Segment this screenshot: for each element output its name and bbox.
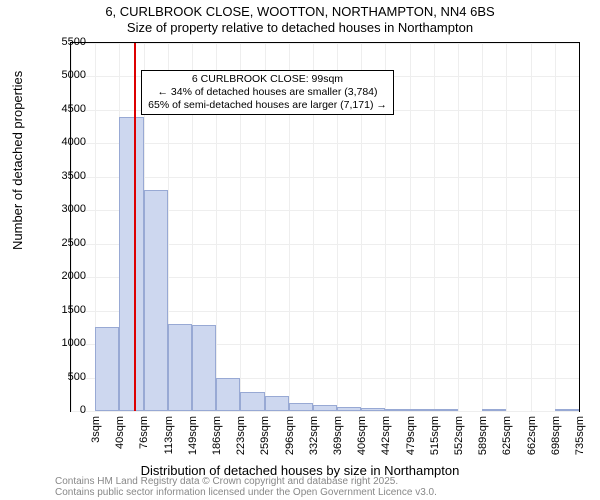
histogram-bar [240, 392, 264, 411]
histogram-bar [95, 327, 119, 411]
histogram-bar [434, 409, 458, 411]
property-size-chart: 6, CURLBROOK CLOSE, WOOTTON, NORTHAMPTON… [0, 0, 600, 500]
footer-line2: Contains public sector information licen… [55, 487, 437, 498]
annotation-line: 6 CURLBROOK CLOSE: 99sqm [148, 73, 387, 86]
histogram-bar [482, 409, 506, 411]
y-tick-label: 1500 [46, 304, 86, 316]
reference-line [134, 43, 136, 411]
footer-line1: Contains HM Land Registry data © Crown c… [55, 476, 398, 487]
y-tick-label: 2500 [46, 237, 86, 249]
x-tick-label: 442sqm [380, 416, 392, 456]
gridline-v [410, 43, 411, 411]
gridline-h [71, 43, 579, 44]
histogram-bar [313, 405, 337, 411]
x-tick-label: 149sqm [187, 416, 199, 456]
histogram-bar [410, 409, 434, 411]
chart-title-line1: 6, CURLBROOK CLOSE, WOOTTON, NORTHAMPTON… [0, 4, 600, 19]
x-tick-label: 735sqm [574, 416, 586, 456]
y-tick-label: 3000 [46, 203, 86, 215]
histogram-bar [216, 378, 240, 411]
histogram-bar [192, 325, 216, 411]
footer-attribution: Contains HM Land Registry data © Crown c… [55, 476, 437, 498]
gridline-h [71, 177, 579, 178]
histogram-bar [385, 409, 409, 411]
x-tick-label: 332sqm [308, 416, 320, 456]
y-tick-label: 1000 [46, 337, 86, 349]
histogram-bar [289, 403, 313, 411]
gridline-h [71, 411, 579, 412]
y-tick-label: 3500 [46, 170, 86, 182]
y-tick-label: 5500 [46, 36, 86, 48]
x-tick-label: 625sqm [501, 416, 513, 456]
y-tick-label: 4000 [46, 136, 86, 148]
x-tick-label: 662sqm [526, 416, 538, 456]
x-tick-label: 223sqm [235, 416, 247, 456]
x-tick-label: 259sqm [259, 416, 271, 456]
x-tick-label: 186sqm [211, 416, 223, 456]
gridline-h [71, 143, 579, 144]
histogram-bar [144, 190, 168, 411]
gridline-v [482, 43, 483, 411]
y-tick-label: 500 [46, 371, 86, 383]
x-tick-label: 589sqm [477, 416, 489, 456]
x-tick-label: 698sqm [550, 416, 562, 456]
gridline-v [531, 43, 532, 411]
annotation-line: 65% of semi-detached houses are larger (… [148, 99, 387, 112]
x-tick-label: 3sqm [90, 416, 102, 456]
y-tick-label: 4500 [46, 103, 86, 115]
gridline-v [506, 43, 507, 411]
histogram-bar [119, 117, 143, 411]
histogram-bar [265, 396, 289, 411]
histogram-bar [168, 324, 192, 411]
gridline-v [434, 43, 435, 411]
histogram-bar [555, 409, 579, 411]
plot-area: 6 CURLBROOK CLOSE: 99sqm← 34% of detache… [70, 42, 580, 412]
histogram-bar [361, 408, 385, 411]
x-tick-label: 76sqm [138, 416, 150, 456]
x-tick-label: 479sqm [405, 416, 417, 456]
histogram-bar [337, 407, 361, 411]
gridline-v [555, 43, 556, 411]
y-tick-label: 2000 [46, 270, 86, 282]
x-tick-label: 552sqm [453, 416, 465, 456]
gridline-v [458, 43, 459, 411]
x-tick-label: 296sqm [284, 416, 296, 456]
annotation-box: 6 CURLBROOK CLOSE: 99sqm← 34% of detache… [141, 70, 394, 115]
x-tick-label: 40sqm [114, 416, 126, 456]
x-tick-label: 113sqm [163, 416, 175, 456]
chart-title-line2: Size of property relative to detached ho… [0, 20, 600, 35]
y-tick-label: 0 [46, 404, 86, 416]
annotation-line: ← 34% of detached houses are smaller (3,… [148, 86, 387, 99]
y-axis-label: Number of detached properties [10, 71, 25, 250]
x-tick-label: 369sqm [332, 416, 344, 456]
x-tick-label: 515sqm [429, 416, 441, 456]
y-tick-label: 5000 [46, 69, 86, 81]
gridline-v [71, 43, 72, 411]
x-tick-label: 406sqm [356, 416, 368, 456]
